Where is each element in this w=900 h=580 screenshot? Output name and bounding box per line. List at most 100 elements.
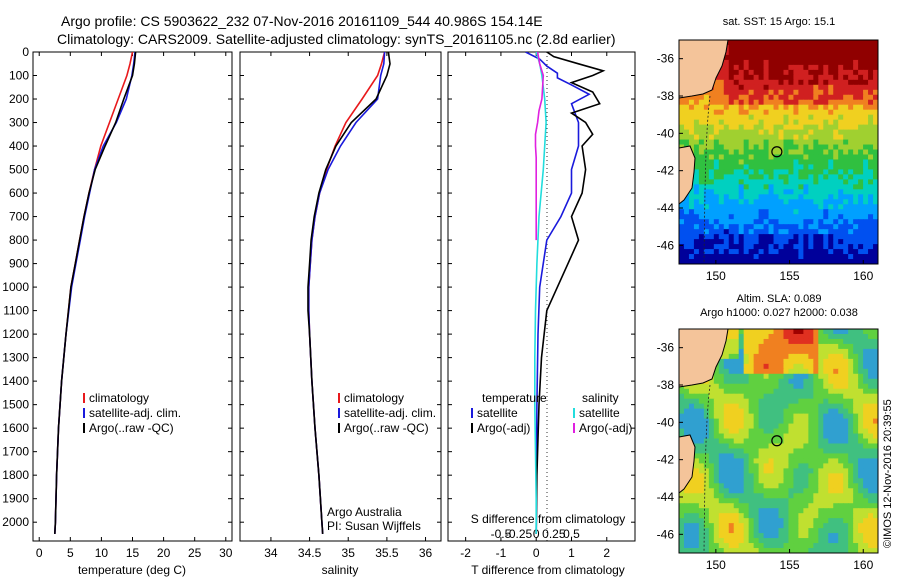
heatmap-cell <box>778 214 785 220</box>
heatmap-cell <box>738 338 745 345</box>
heatmap-cell <box>853 358 859 365</box>
heatmap-cell <box>798 199 804 205</box>
heatmap-cell <box>723 408 730 415</box>
heatmap-cell <box>823 473 829 479</box>
heatmap-cell <box>843 329 849 335</box>
heatmap-cell <box>758 518 765 524</box>
heatmap-cell <box>708 503 715 509</box>
heatmap-cell <box>863 473 869 479</box>
heatmap-cell <box>679 129 685 136</box>
heatmap-cell <box>863 144 869 151</box>
heatmap-cell <box>728 94 735 101</box>
heatmap-cell <box>713 483 720 489</box>
heatmap-cell <box>873 40 878 46</box>
heatmap-cell <box>743 453 750 460</box>
heatmap-cell <box>788 239 795 245</box>
heatmap-cell <box>853 483 859 489</box>
heatmap-cell <box>718 453 725 460</box>
heatmap-cell <box>679 533 685 539</box>
heatmap-cell <box>873 348 878 355</box>
heatmap-cell <box>753 468 760 474</box>
heatmap-cell <box>843 219 849 225</box>
heatmap-cell <box>828 79 834 86</box>
heatmap-cell <box>863 423 869 430</box>
heatmap-cell <box>818 99 824 106</box>
heatmap-cell <box>783 348 790 355</box>
heatmap-cell <box>848 244 854 250</box>
heatmap-cell <box>828 49 834 56</box>
heatmap-cell <box>758 124 765 131</box>
heatmap-cell <box>808 219 814 225</box>
heatmap-cell <box>763 448 770 455</box>
heatmap-cell <box>723 348 730 355</box>
heatmap-cell <box>723 179 730 185</box>
heatmap-cell <box>793 398 799 405</box>
heatmap-cell <box>798 453 804 460</box>
heatmap-cell <box>778 119 785 126</box>
heatmap-cell <box>833 114 839 121</box>
heatmap-cell <box>788 403 795 410</box>
heatmap-cell <box>818 234 824 240</box>
heatmap-cell <box>833 94 839 101</box>
heatmap-cell <box>713 548 720 553</box>
heatmap-cell <box>768 518 775 524</box>
heatmap-cell <box>713 234 720 240</box>
heatmap-cell <box>803 169 809 175</box>
heatmap-cell <box>868 383 874 390</box>
heatmap-cell <box>738 64 745 71</box>
heatmap-cell <box>733 89 740 96</box>
heatmap-cell <box>738 498 745 504</box>
heatmap-cell <box>723 488 730 494</box>
heatmap-cell <box>728 119 735 126</box>
heatmap-cell <box>733 333 740 340</box>
x-tick-label: 35.5 <box>375 546 399 560</box>
heatmap-cell <box>748 403 755 410</box>
heatmap-cell <box>868 194 874 200</box>
heatmap-cell <box>833 179 839 185</box>
heatmap-cell <box>713 134 720 141</box>
heatmap-cell <box>798 523 804 529</box>
heatmap-cell <box>793 59 799 66</box>
heatmap-cell <box>833 463 839 469</box>
heatmap-cell <box>853 259 859 264</box>
heatmap-cell <box>828 483 834 489</box>
heatmap-cell <box>793 99 799 106</box>
heatmap-cell <box>833 378 839 385</box>
heatmap-cell <box>818 423 824 430</box>
heatmap-cell <box>858 69 864 76</box>
heatmap-cell <box>848 423 854 430</box>
heatmap-cell <box>858 388 864 395</box>
heatmap-cell <box>683 99 690 106</box>
heatmap-cell <box>708 199 715 205</box>
heatmap-cell <box>693 224 700 230</box>
heatmap-cell <box>813 249 819 255</box>
heatmap-cell <box>828 443 834 450</box>
heatmap-cell <box>798 383 804 390</box>
heatmap-cell <box>758 49 765 56</box>
heatmap-cell <box>863 74 869 81</box>
heatmap-cell <box>848 249 854 255</box>
heatmap-cell <box>823 538 829 544</box>
heatmap-cell <box>798 219 804 225</box>
heatmap-cell <box>743 398 750 405</box>
heatmap-cell <box>743 478 750 484</box>
heatmap-cell <box>798 244 804 250</box>
heatmap-cell <box>863 373 869 380</box>
heatmap-cell <box>823 443 829 450</box>
heatmap-cell <box>813 363 819 370</box>
heatmap-cell <box>718 423 725 430</box>
heatmap-cell <box>748 144 755 151</box>
heatmap-cell <box>828 333 834 340</box>
heatmap-cell <box>723 528 730 534</box>
heatmap-cell <box>858 343 864 350</box>
heatmap-cell <box>858 428 864 435</box>
heatmap-cell <box>768 79 775 86</box>
heatmap-cell <box>763 473 770 479</box>
heatmap-cell <box>843 403 849 410</box>
heatmap-cell <box>703 114 710 121</box>
heatmap-cell <box>873 229 878 235</box>
heatmap-cell <box>728 159 735 166</box>
heatmap-cell <box>773 89 780 96</box>
heatmap-cell <box>793 184 799 190</box>
heatmap-cell <box>853 144 859 151</box>
